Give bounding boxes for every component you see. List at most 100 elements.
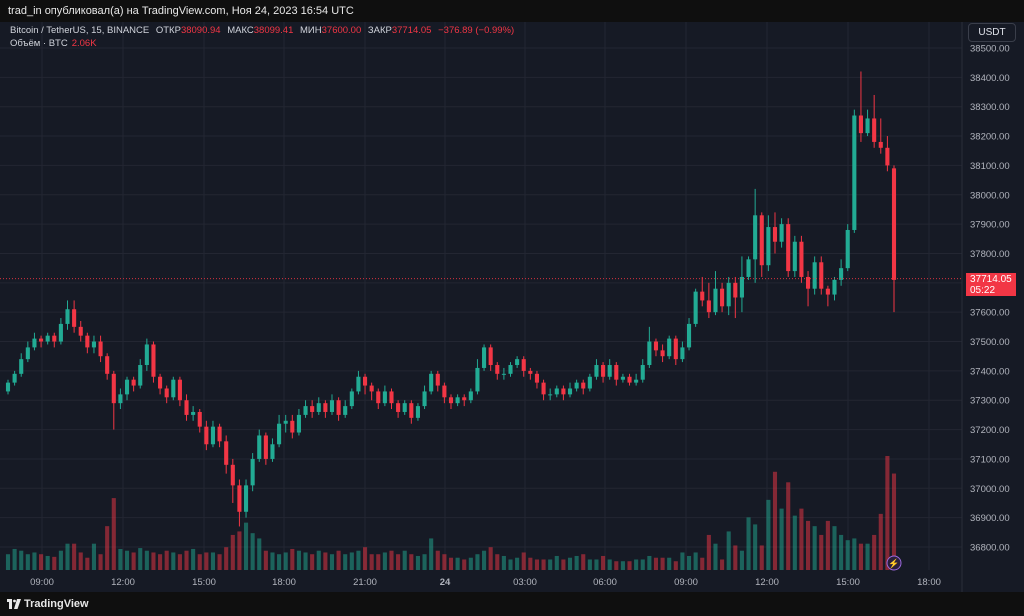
volume-bar xyxy=(58,550,63,570)
close-label: ЗАКР xyxy=(367,25,392,36)
candle-body xyxy=(310,406,315,412)
grid xyxy=(0,22,963,592)
candle-body xyxy=(442,385,447,398)
candle-body xyxy=(184,400,189,415)
volume-bar xyxy=(376,554,381,570)
volume-bar xyxy=(283,552,288,570)
candle-body xyxy=(131,379,136,386)
volume-bar xyxy=(290,548,295,570)
volume-bar xyxy=(779,508,784,570)
candle-body xyxy=(825,288,830,295)
volume-bar xyxy=(277,554,282,570)
volume-bar xyxy=(85,557,90,570)
volume-label[interactable]: Объём · BTC xyxy=(10,38,68,49)
candle-body xyxy=(554,388,559,395)
volume-bar xyxy=(356,550,361,570)
candle-body xyxy=(52,335,57,342)
tradingview-logo-icon[interactable] xyxy=(7,599,21,609)
candle-body xyxy=(660,350,665,357)
candle-body xyxy=(243,485,249,512)
candle-body xyxy=(39,338,44,342)
candle-body xyxy=(561,388,566,395)
candle-body xyxy=(45,335,50,342)
volume-bar xyxy=(541,559,546,570)
candle-body xyxy=(792,241,797,272)
candle-body xyxy=(217,426,222,442)
volume-value: 2.06K xyxy=(71,38,97,49)
price-tick-label: 37400.00 xyxy=(970,366,1010,377)
volume-bar xyxy=(792,515,797,570)
volume-bar xyxy=(567,557,573,570)
brand-name[interactable]: TradingView xyxy=(24,598,89,610)
volume-bar xyxy=(799,508,804,570)
price-tick-label: 37300.00 xyxy=(970,396,1010,407)
volume-bar xyxy=(587,559,592,570)
volume-bar xyxy=(204,552,209,570)
volume-bar xyxy=(323,552,328,570)
candle-body xyxy=(779,224,784,242)
volume-bar xyxy=(878,513,883,570)
volume-bar xyxy=(601,555,606,570)
footer: TradingView xyxy=(0,592,1024,616)
candle-body xyxy=(528,370,533,374)
candle-body xyxy=(224,441,229,465)
volume-bar xyxy=(442,554,447,570)
candle-body xyxy=(501,373,506,375)
candle-body xyxy=(673,338,678,360)
candle-body xyxy=(852,115,857,230)
price-tick-label: 38300.00 xyxy=(970,102,1010,113)
volume-bar xyxy=(468,557,473,570)
volume-bar xyxy=(501,555,506,570)
candle-body xyxy=(25,347,30,360)
volume-bar xyxy=(673,561,678,570)
volume-bar xyxy=(528,557,533,570)
volume-bar xyxy=(455,557,460,570)
volume-bar xyxy=(852,538,857,570)
candle-body xyxy=(230,464,235,486)
volume-bar xyxy=(19,550,24,570)
candle-body xyxy=(296,414,301,433)
low-value: 37600.00 xyxy=(321,25,362,36)
candle-body xyxy=(686,323,692,348)
alert-button[interactable]: ⚡ xyxy=(886,555,902,571)
candle-body xyxy=(283,420,288,424)
volume-bar xyxy=(303,552,308,570)
volume-bar xyxy=(839,534,844,570)
volume-bar xyxy=(72,543,77,570)
volume-bar xyxy=(753,524,758,570)
volume-bar xyxy=(832,526,837,570)
lightning-icon: ⚡ xyxy=(888,558,899,570)
candle-body xyxy=(739,276,744,298)
volume-bar xyxy=(819,534,824,570)
volume-bar xyxy=(713,543,718,570)
price-chart[interactable]: 38500.00 38400.00 38300.00 38200.00 38100.00… xyxy=(0,22,1024,592)
time-tick-label: 06:00 xyxy=(593,577,617,588)
volume-bar xyxy=(640,559,645,570)
volume-bar xyxy=(369,554,374,570)
volume-bar xyxy=(343,554,348,570)
chart-pane[interactable]: 38500.00 38400.00 38300.00 38200.00 38100.00… xyxy=(0,22,1024,592)
candle-body xyxy=(885,147,890,166)
symbol-name[interactable]: Bitcoin / TetherUS, 15, BINANCE xyxy=(10,25,150,36)
price-tick-label: 37900.00 xyxy=(970,220,1010,231)
volume-bar xyxy=(5,554,11,570)
volume-bar xyxy=(858,543,863,570)
price-tick-label: 37000.00 xyxy=(970,484,1010,495)
volume-bar xyxy=(184,550,189,570)
candle-body xyxy=(858,115,863,134)
candle-body xyxy=(250,458,255,486)
volume-bar xyxy=(263,550,268,570)
volume-bar xyxy=(746,517,751,570)
volume-bar xyxy=(257,538,262,570)
candle-body xyxy=(91,341,97,348)
close-value: 37714.05 xyxy=(391,25,432,36)
volume-bar xyxy=(521,552,526,570)
volume-bar xyxy=(594,559,599,570)
publish-bar: trad_in опубликовал(а) на TradingView.co… xyxy=(0,0,1024,22)
candle-body xyxy=(65,309,70,324)
currency-button[interactable]: USDT xyxy=(968,23,1016,42)
candle-body xyxy=(191,411,196,415)
candle-body xyxy=(534,373,540,383)
candle-body xyxy=(700,291,705,301)
candle-body xyxy=(872,118,877,142)
